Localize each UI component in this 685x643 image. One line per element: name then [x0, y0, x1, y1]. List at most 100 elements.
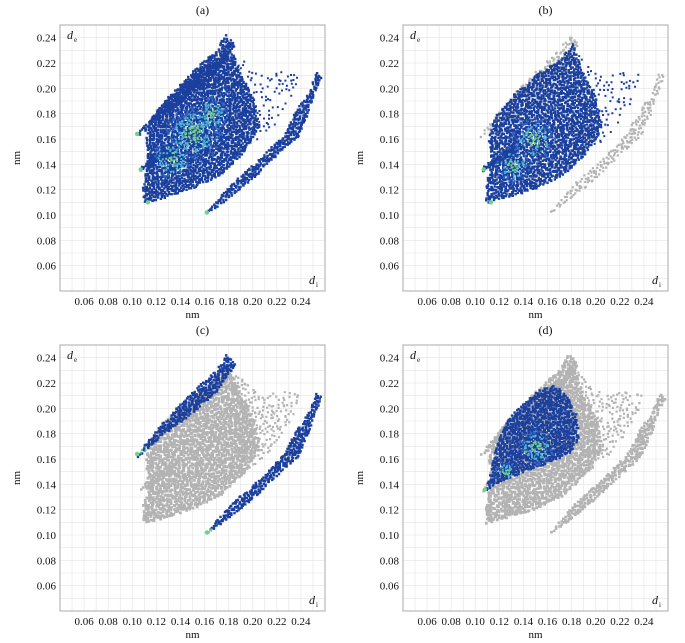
y-axis-title: nm	[11, 151, 23, 166]
plot-frame	[59, 24, 326, 292]
x-tick-label: 0.24	[291, 296, 311, 308]
y-tick-label: 0.20	[380, 403, 400, 415]
y-corner-subscript: e	[417, 36, 420, 44]
panel-a: (a) 0.06 0.08 0.10 0.12 0.14 0.16 0.18 0.20 0.22 0…	[0, 0, 340, 321]
point-cloud	[134, 354, 322, 535]
y-axis-title: nm	[354, 151, 366, 166]
x-corner-subscript: i	[316, 281, 318, 289]
y-tick-label: 0.24	[37, 33, 57, 45]
y-corner-label: d	[67, 28, 74, 42]
spike-tip-point	[204, 530, 210, 535]
x-tick-label: 0.22	[267, 616, 286, 628]
x-axis-title: nm	[528, 309, 543, 321]
y-corner-label: d	[67, 348, 74, 362]
x-corner-subscript: i	[659, 281, 661, 289]
x-tick-label: 0.24	[291, 616, 311, 628]
y-tick-label: 0.06	[37, 261, 57, 273]
panel-d: (d) 0.06 0.08 0.10 0.12 0.14 0.16 0.18 0.20 0.22 0…	[343, 320, 683, 641]
y-tick-label: 0.16	[37, 134, 57, 146]
y-tick-label: 0.14	[380, 159, 400, 171]
x-tick-label: 0.12	[147, 296, 166, 308]
y-tick-label: 0.14	[380, 479, 400, 491]
x-tick-label: 0.06	[417, 616, 437, 628]
y-tick-label: 0.08	[37, 235, 57, 247]
spike-tip-point	[134, 451, 140, 457]
fingerprint-plot: (a) 0.06 0.08 0.10 0.12 0.14 0.16 0.18 0.20 0.22 0…	[11, 3, 326, 321]
plot-frame	[59, 344, 326, 612]
point-cloud	[134, 34, 323, 215]
y-tick-label: 0.08	[380, 235, 400, 247]
fingerprint-point-cloud	[137, 34, 236, 136]
panel-label: (b)	[539, 3, 553, 17]
fingerprint-point-cloud	[550, 393, 667, 534]
x-tick-label: 0.16	[195, 296, 215, 308]
fingerprint-density-peak	[506, 133, 541, 172]
fingerprint-density-mid	[494, 117, 556, 184]
panel-b: (b) 0.06 0.08 0.10 0.12 0.14 0.16 0.18 0.20 0.22 0…	[343, 0, 683, 321]
x-corner-label: d	[652, 593, 659, 607]
y-corner-subscript: e	[417, 356, 420, 364]
y-tick-label: 0.10	[37, 210, 57, 222]
fingerprint-point-cloud	[142, 365, 260, 524]
y-tick-label: 0.20	[37, 83, 57, 95]
x-tick-label: 0.14	[514, 616, 534, 628]
y-tick-label: 0.18	[380, 109, 400, 121]
fingerprint-point-cloud	[136, 354, 237, 459]
fingerprint-point-cloud	[206, 392, 322, 534]
x-tick-label: 0.14	[171, 616, 191, 628]
y-tick-label: 0.22	[37, 378, 56, 390]
spike-tip-point	[481, 167, 486, 172]
y-tick-label: 0.16	[380, 134, 400, 146]
y-tick-label: 0.08	[380, 555, 400, 567]
x-corner-label: d	[309, 593, 316, 607]
x-tick-label: 0.22	[610, 616, 629, 628]
x-tick-label: 0.18	[219, 296, 239, 308]
y-tick-label: 0.12	[37, 505, 56, 517]
y-tick-label: 0.16	[37, 454, 57, 466]
x-tick-label: 0.18	[562, 616, 582, 628]
x-tick-label: 0.08	[99, 616, 119, 628]
fingerprint-density-high	[503, 124, 548, 179]
x-tick-label: 0.22	[267, 296, 286, 308]
fingerprint-plot: (d) 0.06 0.08 0.10 0.12 0.14 0.16 0.18 0.20 0.22 0…	[354, 323, 669, 641]
x-tick-label: 0.06	[74, 616, 94, 628]
x-tick-label: 0.14	[514, 296, 534, 308]
x-corner-subscript: i	[659, 601, 661, 609]
fingerprint-point-cloud	[481, 142, 517, 173]
x-tick-label: 0.24	[634, 296, 654, 308]
x-tick-label: 0.10	[466, 296, 486, 308]
y-tick-label: 0.12	[380, 185, 399, 197]
x-tick-label: 0.10	[466, 616, 486, 628]
y-corner-label: d	[410, 28, 417, 42]
x-axis-title: nm	[185, 629, 200, 641]
x-corner-label: d	[309, 273, 316, 287]
y-tick-label: 0.22	[37, 58, 56, 70]
y-tick-label: 0.18	[37, 429, 57, 441]
x-corner-subscript: i	[316, 601, 318, 609]
y-tick-label: 0.10	[380, 530, 400, 542]
fingerprint-density-mid	[216, 523, 219, 526]
y-tick-label: 0.14	[37, 159, 57, 171]
x-axis-title: nm	[185, 309, 200, 321]
y-tick-label: 0.24	[380, 33, 400, 45]
x-tick-label: 0.08	[99, 296, 119, 308]
y-tick-label: 0.14	[37, 479, 57, 491]
spike-tip-point	[482, 487, 488, 492]
x-tick-label: 0.24	[634, 616, 654, 628]
x-tick-label: 0.18	[562, 296, 582, 308]
plot-frame	[402, 344, 669, 612]
y-tick-label: 0.24	[37, 353, 57, 365]
spike-tip-point	[488, 200, 494, 205]
x-tick-label: 0.16	[195, 616, 215, 628]
x-tick-label: 0.16	[538, 296, 558, 308]
panel-label: (a)	[196, 3, 209, 17]
fingerprint-density-peak	[139, 449, 143, 454]
fingerprint-density-peak	[501, 440, 542, 476]
x-tick-label: 0.08	[442, 616, 462, 628]
x-tick-label: 0.20	[586, 296, 606, 308]
y-tick-label: 0.08	[37, 555, 57, 567]
x-axis-title: nm	[528, 629, 543, 641]
y-tick-label: 0.10	[37, 530, 57, 542]
panel-label: (c)	[196, 323, 209, 337]
